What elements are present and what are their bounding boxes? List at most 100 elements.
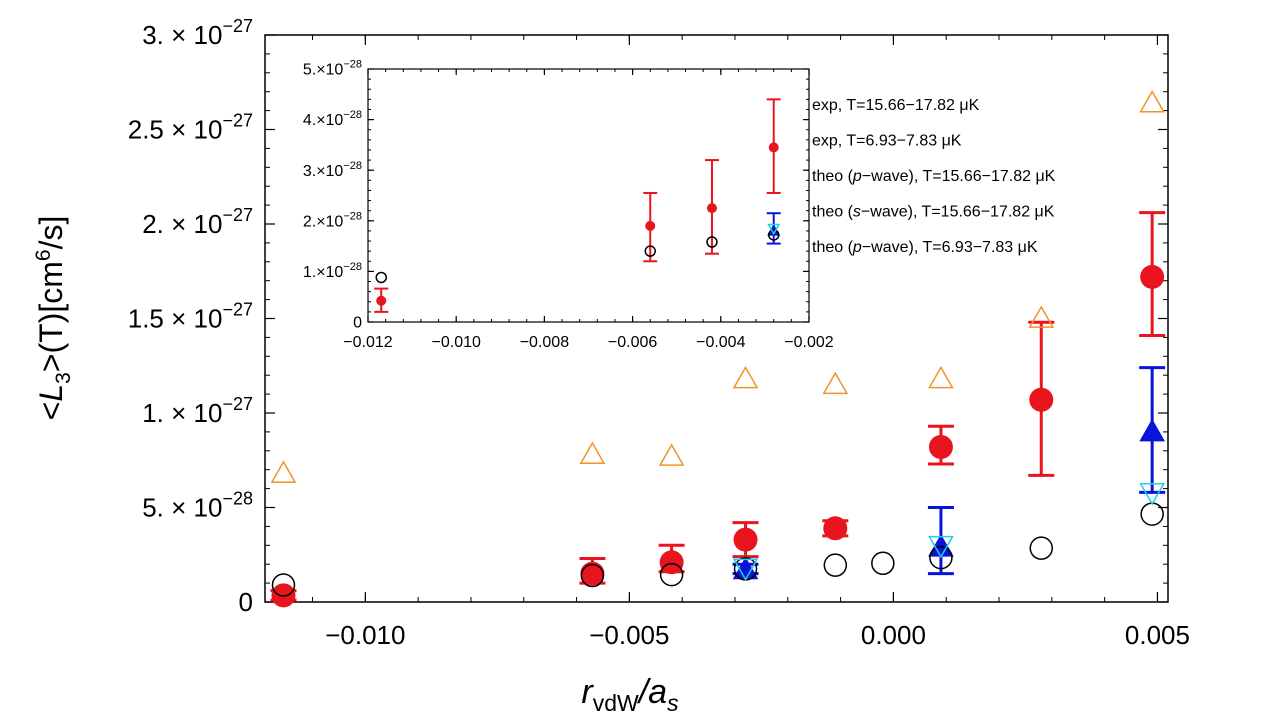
y-axis-title-L: L [33,384,69,402]
main-series-1 [732,366,1166,580]
main-y-tick-label: 2.5 × 10−27 [128,111,253,145]
main-point-filled-circle [733,527,758,552]
legend-label: theo (s−wave), T=15.66−17.82 μK [812,204,1055,221]
legend-label-wave: p [852,239,862,256]
inset-point-filled-circle [645,220,656,231]
main-y-tick-label: 3. × 10−27 [142,16,253,50]
main-x-tick-label-base: −0.005 [589,620,669,650]
y-axis-title-mid: >(T)[cm [33,261,69,372]
inset-series-0 [374,98,781,313]
inset-point-open-down-triangle [767,223,781,236]
main-point-open-circle [580,563,605,588]
main-y-tick-label: 1.5 × 10−27 [128,300,253,334]
main-point-open-triangle [1139,89,1166,113]
inset-point-open-circle [767,229,780,241]
main-point-filled-circle [1140,264,1165,289]
inset-y-tick-label: 2.×10−28 [303,210,362,230]
main-y-tick-label-base: 1.5 × 10 [128,304,223,334]
main-x-tick-label: −0.005 [589,620,669,650]
legend-label-wave: s [853,204,861,221]
y-axis-title-post: /s] [33,216,69,250]
main-point-open-circle [871,551,895,576]
inset-x-tick-label-base: −0.002 [784,334,833,351]
inset-y-tick-label-exp: −28 [343,210,362,222]
main-y-tick-label: 5. × 10−28 [142,489,253,523]
main-point-filled-circle [659,550,684,575]
inset-x-tick-label: −0.002 [784,334,833,351]
inset-x-tick-label-base: −0.010 [432,334,481,351]
main-point-open-triangle [928,365,954,389]
inset-y-tick-label-exp: −28 [343,59,362,71]
y-axis-title-sub: 3 [52,372,75,384]
main-series-2 [271,502,1164,597]
main-point-open-circle [271,573,296,597]
inset-x-tick-label: −0.006 [608,334,657,351]
inset-point-open-circle [375,271,387,284]
legend-label: theo (p−wave), T=15.66−17.82 μK [812,168,1056,185]
inset-y-tick-label: 5.×10−28 [303,59,362,79]
inset-x-tick-label-base: −0.004 [696,334,745,351]
main-axis-ticks: −0.010 −0.005 0.000 0.005 0 5. × 10−28 1. × 10… [128,16,1190,650]
inset-data-marks [374,98,781,313]
y-axis-title-sup: 6 [32,249,55,261]
x-axis-title-r: r [581,673,594,711]
legend-label: exp, T=15.66−17.82 μK [812,97,980,114]
inset-y-tick-label: 1.×10−28 [303,261,362,281]
main-point-open-circle [1140,502,1164,526]
main-point-open-down-triangle [732,558,759,582]
legend-label-pre: theo ( [812,239,854,256]
main-x-tick-label-base: 0.005 [1125,620,1190,650]
legend: exp, T=15.66−17.82 μK exp, T=6.93−7.83 μK… [787,97,1056,256]
main-series-0 [270,211,1166,608]
inset-x-tick-label: −0.012 [343,334,392,351]
inset-background [368,69,809,322]
x-axis-title-a: /a [637,673,667,711]
inset-x-tick-label: −0.008 [520,334,569,351]
main-y-tick-label-exp: −28 [222,489,253,509]
inset-series-2 [375,229,780,284]
main-y-tick-label-exp: −27 [222,394,253,414]
inset-y-tick-label-base: 1.×10 [303,264,344,281]
inset-y-tick-label-base: 2.×10 [303,213,344,230]
x-axis-title-sub2: s [667,690,679,712]
main-point-filled-circle [1029,387,1054,412]
main-x-tick-label-base: −0.010 [325,620,405,650]
legend-label-pre: theo ( [812,168,854,185]
main-y-tick-label-base: 3. × 10 [142,20,222,50]
main-y-tick-label-exp: −27 [222,16,253,36]
inset-y-tick-label-base: 4.×10 [303,112,344,129]
main-point-open-circle [659,562,684,587]
x-axis-title: rvdW/as [581,673,679,712]
legend-label-pre: theo ( [812,204,854,221]
main-y-tick-label-base: 2. × 10 [142,209,222,239]
x-axis-title-sub: vdW [593,690,639,712]
legend-label-post: −wave), T=15.66−17.82 μK [862,168,1056,185]
main-point-open-circle [1029,536,1054,560]
inset-point-open-circle [706,236,718,248]
main-series-3 [270,89,1166,483]
main-y-tick-label-exp: −27 [222,300,253,320]
main-y-tick-label: 2. × 10−27 [142,205,253,239]
main-y-tick-label-base: 1. × 10 [142,398,222,428]
legend-label-post: −wave), T=6.93−7.83 μK [862,239,1038,256]
main-point-open-triangle [732,365,759,389]
main-y-tick-label-base: 0 [239,587,253,617]
legend-label-post: −wave), T=15.66−17.82 μK [861,204,1055,221]
inset-axis-ticks: −0.012 −0.010 −0.008 −0.006 −0.004 −0.002 0 1.×… [303,59,834,351]
main-point-filled-triangle [1139,418,1166,442]
main-x-tick-label-base: 0.000 [861,620,926,650]
inset-y-tick-label-exp: −28 [343,261,362,273]
inset-y-tick-label-exp: −28 [343,160,362,172]
main-data-marks [270,89,1166,608]
inset-x-tick-label-base: −0.008 [520,334,569,351]
inset-y-tick-label-base: 5.×10 [303,62,344,79]
y-axis-title-pre: < [33,402,69,421]
main-y-tick-label-exp: −27 [222,205,253,225]
main-point-open-triangle [579,441,606,464]
main-point-filled-circle [928,435,953,460]
inset-point-filled-circle [768,142,779,153]
legend-label: exp, T=6.93−7.83 μK [812,133,962,150]
main-x-tick-label: 0.000 [861,620,926,650]
legend-label-wave: p [852,168,862,185]
